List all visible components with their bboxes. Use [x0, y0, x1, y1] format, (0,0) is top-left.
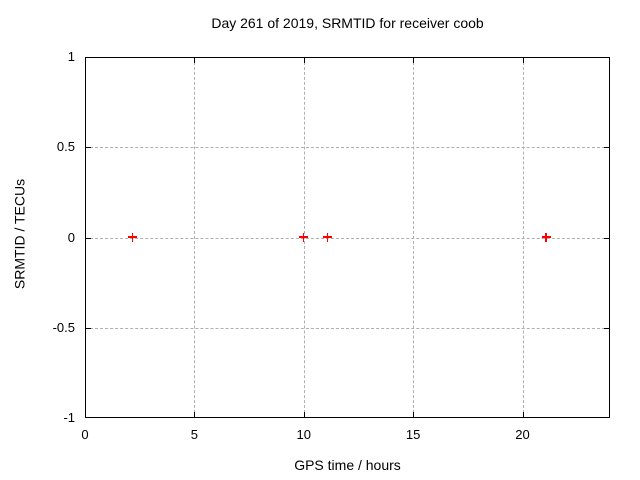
y-axis-label: SRMTID / TECUs	[11, 178, 28, 290]
y-tick-label: -1	[63, 410, 75, 425]
x-tick-top	[522, 57, 524, 63]
data-point-marker	[541, 232, 551, 242]
y-tick-right	[604, 237, 610, 239]
x-tick-label: 5	[190, 427, 198, 442]
chart-title: Day 261 of 2019, SRMTID for receiver coo…	[211, 15, 484, 31]
y-tick-left	[85, 327, 91, 329]
x-tick-top	[194, 57, 196, 63]
x-tick-label: 20	[515, 427, 530, 442]
y-tick-label: 0.5	[56, 139, 75, 155]
x-tick-label: 15	[405, 427, 421, 442]
x-tick-top	[303, 57, 305, 63]
data-point-marker	[298, 232, 308, 242]
y-tick-left	[85, 147, 91, 149]
x-tick-bottom	[303, 412, 305, 418]
y-tick-right	[604, 147, 610, 149]
y-gridline	[85, 147, 610, 149]
y-tick-label: 1	[67, 49, 75, 64]
x-tick-top	[413, 57, 415, 63]
x-tick-bottom	[194, 412, 196, 418]
y-gridline	[85, 327, 610, 329]
y-tick-label: -0.5	[52, 319, 75, 335]
marker-vertical-bar	[545, 232, 547, 242]
marker-vertical-bar	[302, 232, 304, 242]
marker-vertical-bar	[131, 232, 134, 242]
x-axis-label: GPS time / hours	[294, 457, 401, 473]
x-tick-bottom	[413, 412, 415, 418]
y-gridline	[85, 237, 610, 239]
y-tick-left	[85, 237, 91, 239]
marker-vertical-bar	[326, 232, 329, 242]
data-point-marker	[322, 232, 332, 242]
x-tick-label: 10	[296, 427, 311, 442]
y-tick-label: 0	[67, 229, 75, 245]
x-tick-bottom	[522, 412, 524, 418]
data-point-marker	[128, 232, 138, 242]
y-tick-right	[604, 327, 610, 329]
x-tick-label: 0	[81, 427, 89, 442]
